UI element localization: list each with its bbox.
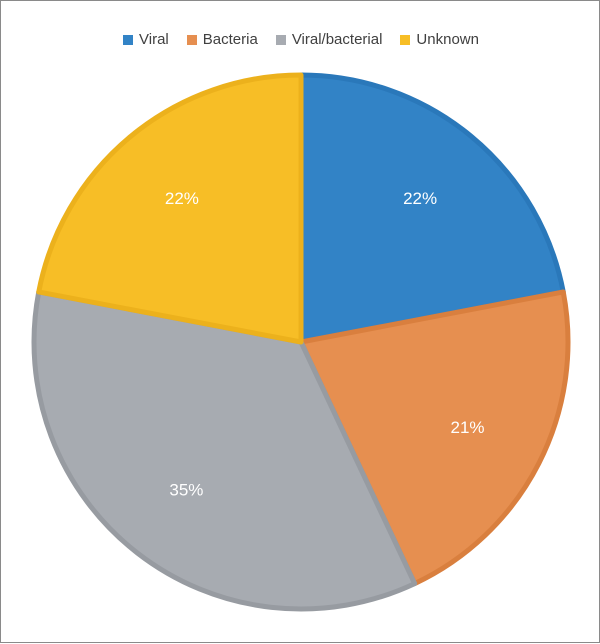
slice-label-viral-bacterial: 35% [169,481,203,500]
legend-item-unknown: Unknown [400,31,479,48]
pie-slice-unknown [36,72,304,345]
legend-item-viral-bacterial: Viral/bacterial [275,31,383,48]
slice-label-bacteria: 21% [450,418,484,437]
legend-label-viral: Viral [139,31,169,48]
legend-label-unknown: Unknown [416,31,479,48]
pie-slice-viral-bacterial [31,289,418,612]
legend-item-viral: Viral [123,31,169,48]
pie-slice-viral [298,72,566,345]
slice-label-unknown: 22% [165,189,199,208]
legend-label-bacteria: Bacteria [202,31,258,48]
pie-labels: 22% 21% 35% 22% [165,189,485,500]
slice-label-viral: 22% [403,189,437,208]
pie-slice-bacteria [298,289,571,587]
legend: Viral Bacteria Viral/bacterial Unknown [1,31,600,48]
legend-item-bacteria: Bacteria [186,31,258,48]
pie-slices [31,72,571,612]
legend-label-viral-bacterial: Viral/bacterial [291,31,383,48]
legend-swatch-bacteria [186,34,197,45]
legend-swatch-unknown [400,34,411,45]
legend-swatch-viral [123,34,134,45]
legend-swatch-viral-bacterial [275,34,286,45]
